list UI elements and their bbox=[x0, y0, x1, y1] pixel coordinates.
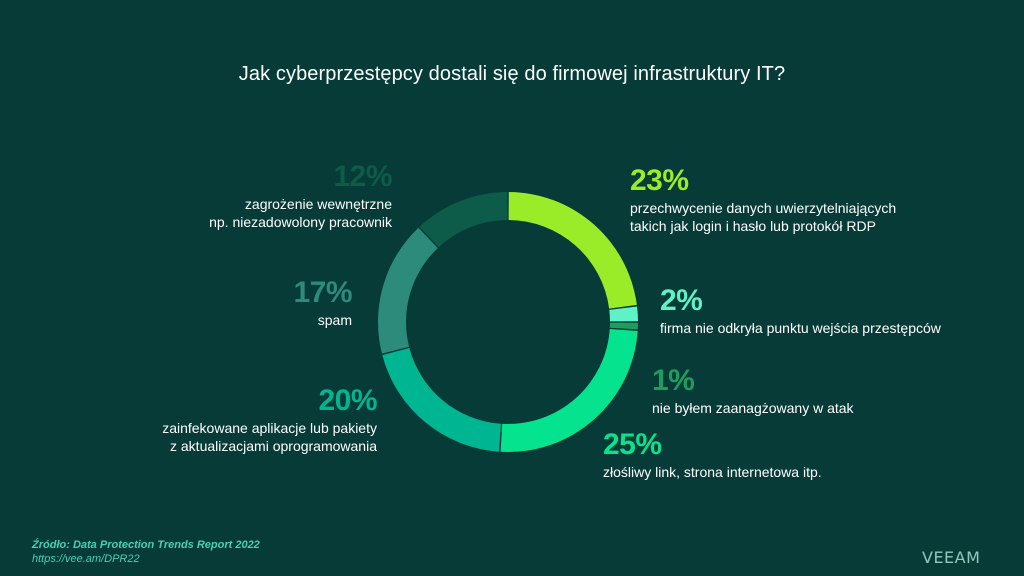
source-note: Źródło: Data Protection Trends Report 20… bbox=[32, 539, 260, 567]
source-url-link[interactable]: https://vee.am/DPR22 bbox=[32, 552, 140, 565]
label-spam-percent: 17% bbox=[293, 276, 352, 309]
label-credentials-line2: takich jak login i hasło lub protokół RD… bbox=[630, 217, 876, 234]
slice-credentials bbox=[508, 192, 637, 309]
label-insider-threat: 12% zagrożenie wewnętrzne np. niezadowol… bbox=[209, 162, 392, 231]
slice-not-involved bbox=[609, 322, 638, 330]
label-credentials: 23% przechwycenie danych uwierzytelniają… bbox=[630, 166, 896, 235]
chart-title: Jak cyberprzestępcy dostali się do firmo… bbox=[238, 63, 786, 85]
label-spam: 17% spam bbox=[293, 278, 352, 330]
label-infected-apps-line2: z aktualizacjami oprogramowania bbox=[170, 437, 377, 454]
label-infected-apps-percent: 20% bbox=[318, 384, 377, 417]
label-unknown-entry-line1: firma nie odkryła punktu wejścia przestę… bbox=[660, 320, 941, 336]
label-not-involved-percent: 1% bbox=[652, 364, 695, 397]
source-report-link[interactable]: Data Protection Trends Report 2022 bbox=[72, 539, 260, 551]
slice-infected-apps bbox=[382, 347, 501, 452]
label-insider-threat-line1: zagrożenie wewnętrzne bbox=[244, 196, 392, 212]
slice-spam bbox=[378, 227, 438, 354]
slice-malicious-link bbox=[500, 329, 638, 452]
label-unknown-entry: 2% firma nie odkryła punktu wejścia prze… bbox=[660, 286, 941, 338]
label-not-involved: 1% nie byłem zaanagżowany w atak bbox=[652, 366, 854, 418]
donut-chart bbox=[378, 192, 638, 452]
label-malicious-link-line1: złośliwy link, strona internetowa itp. bbox=[603, 464, 822, 480]
label-unknown-entry-percent: 2% bbox=[660, 284, 703, 317]
label-credentials-line1: przechwycenie danych uwierzytelniających bbox=[630, 200, 897, 216]
label-malicious-link: 25% złośliwy link, strona internetowa it… bbox=[603, 430, 822, 482]
label-credentials-percent: 23% bbox=[630, 164, 689, 197]
slice-unknown-entry bbox=[609, 306, 638, 322]
source-prefix: Źródło: bbox=[32, 539, 70, 551]
label-insider-threat-line2: np. niezadowolony pracownik bbox=[209, 213, 392, 230]
label-infected-apps: 20% zainfekowane aplikacje lub pakiety z… bbox=[162, 386, 377, 455]
label-insider-threat-percent: 12% bbox=[333, 160, 392, 193]
label-malicious-link-percent: 25% bbox=[603, 428, 662, 461]
slice-insider-threat bbox=[419, 192, 508, 248]
label-infected-apps-line1: zainfekowane aplikacje lub pakiety bbox=[162, 420, 377, 436]
label-not-involved-line1: nie byłem zaanagżowany w atak bbox=[652, 400, 854, 416]
label-spam-line1: spam bbox=[317, 312, 352, 328]
veeam-logo: VEEAM bbox=[922, 548, 981, 567]
